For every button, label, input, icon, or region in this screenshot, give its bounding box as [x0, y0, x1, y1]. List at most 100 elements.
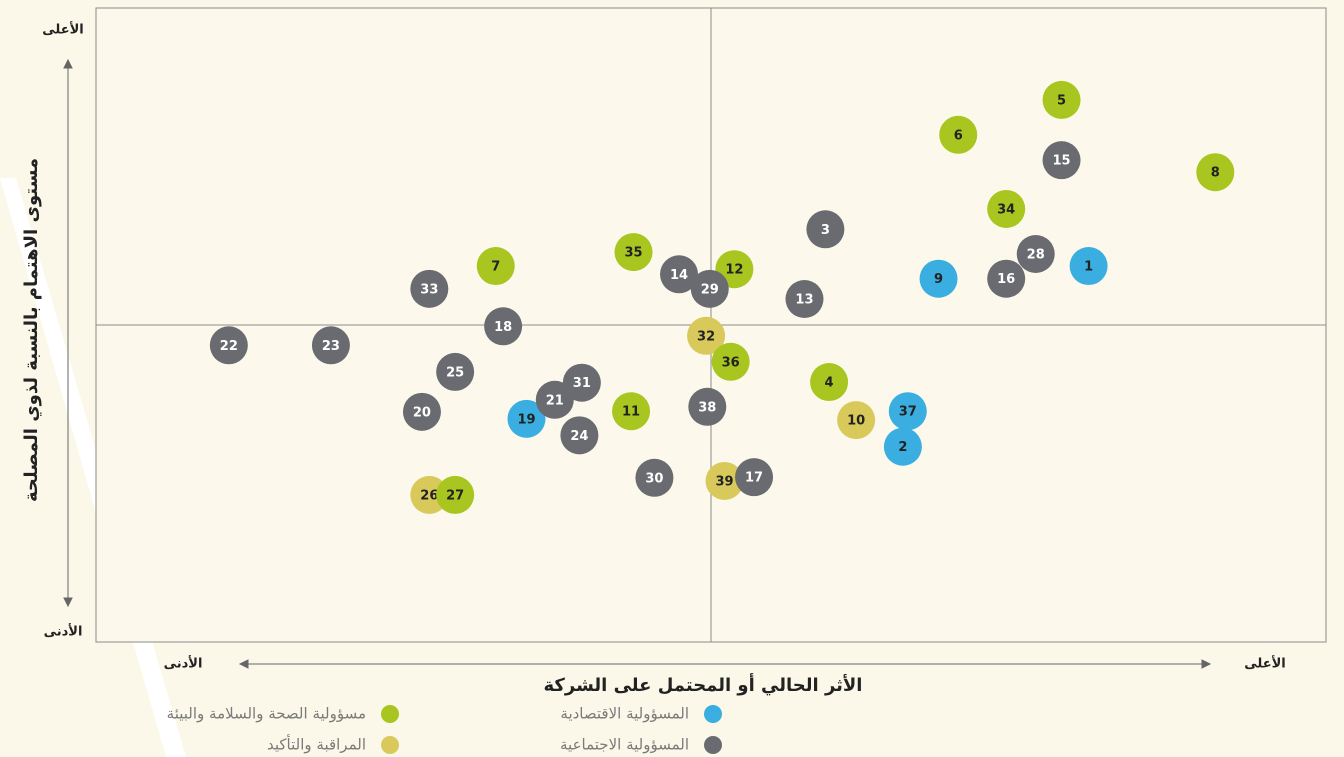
point-marker — [410, 269, 449, 308]
point-marker — [402, 392, 441, 431]
point: 15 — [1042, 141, 1081, 180]
point-label: 14 — [670, 268, 688, 283]
point-marker — [1069, 247, 1108, 286]
point: 18 — [484, 307, 523, 346]
point: 24 — [560, 416, 599, 455]
point-label: 9 — [934, 272, 943, 287]
point: 31 — [562, 363, 601, 402]
point: 22 — [209, 326, 248, 365]
point: 13 — [785, 280, 824, 319]
point-label: 31 — [573, 376, 591, 391]
point-marker — [987, 189, 1026, 228]
point-label: 29 — [701, 282, 719, 297]
point-marker — [837, 401, 876, 440]
point-marker — [436, 475, 475, 514]
point: 36 — [711, 342, 750, 381]
y-low-label: الأدنى — [44, 623, 83, 640]
point-marker — [209, 326, 248, 365]
point-label: 15 — [1053, 154, 1071, 169]
point-label: 13 — [795, 293, 813, 308]
point-marker — [535, 380, 574, 419]
point-label: 4 — [825, 376, 834, 391]
point: 28 — [1016, 234, 1055, 273]
point: 9 — [919, 259, 958, 298]
point: 32 — [687, 316, 726, 355]
point-marker — [660, 255, 699, 294]
x-low-label: الأدنى — [164, 655, 203, 672]
point: 29 — [690, 269, 729, 308]
point-marker — [883, 427, 922, 466]
point-marker — [735, 458, 774, 497]
point-marker — [1196, 153, 1235, 192]
point: 25 — [436, 352, 475, 391]
point: 5 — [1042, 80, 1081, 119]
point: 33 — [410, 269, 449, 308]
legend-label: مسؤولية الصحة والسلامة والبيئة — [167, 705, 366, 723]
x-axis-title: الأثر الحالي أو المحتمل على الشركة — [544, 673, 863, 696]
point-marker — [687, 316, 726, 355]
point-label: 7 — [491, 260, 500, 275]
point-label: 6 — [954, 128, 963, 143]
point-label: 33 — [420, 282, 438, 297]
point: 11 — [612, 392, 651, 431]
point: 19 — [507, 399, 546, 438]
point: 1 — [1069, 247, 1108, 286]
axis-arrows — [63, 58, 1212, 669]
point-label: 25 — [446, 365, 464, 380]
point-marker — [476, 247, 515, 286]
point: 34 — [987, 189, 1026, 228]
point: 3 — [806, 210, 845, 249]
point: 30 — [635, 458, 674, 497]
point-label: 8 — [1211, 166, 1220, 181]
legend-label: المسؤولية الاجتماعية — [560, 736, 689, 754]
point-label: 12 — [725, 263, 743, 278]
point-label: 3 — [821, 223, 830, 238]
legend-label: المراقبة والتأكيد — [267, 734, 366, 754]
legend-item: المراقبة والتأكيد — [267, 734, 399, 754]
point-marker — [919, 259, 958, 298]
legend-item: المسؤولية الاجتماعية — [560, 736, 722, 754]
point: 23 — [311, 326, 350, 365]
point-label: 18 — [494, 320, 512, 335]
point: 2 — [883, 427, 922, 466]
point-label: 17 — [745, 471, 763, 486]
legend-swatch — [704, 736, 722, 754]
point-marker — [888, 392, 927, 431]
legend-label: المسؤولية الاقتصادية — [560, 705, 689, 723]
point: 8 — [1196, 153, 1235, 192]
point-marker — [810, 363, 849, 402]
point-label: 24 — [570, 429, 588, 444]
point-label: 39 — [715, 474, 733, 489]
point-marker — [1042, 80, 1081, 119]
point-marker — [705, 461, 744, 500]
legend-swatch — [704, 705, 722, 723]
point-marker — [711, 342, 750, 381]
point: 14 — [660, 255, 699, 294]
point-label: 22 — [220, 339, 238, 354]
y-axis-title: مستوى الاهتمام بالنسبة لذوي المصلحة — [21, 158, 42, 502]
point: 17 — [735, 458, 774, 497]
point: 39 — [705, 461, 744, 500]
point-label: 10 — [847, 414, 865, 429]
point: 16 — [987, 259, 1026, 298]
point-marker — [612, 392, 651, 431]
point-marker — [507, 399, 546, 438]
point-marker — [690, 269, 729, 308]
y-high-label: الأعلى — [42, 21, 83, 38]
point: 6 — [939, 115, 978, 154]
point-marker — [785, 280, 824, 319]
point-label: 28 — [1027, 247, 1045, 262]
point-marker — [560, 416, 599, 455]
point-marker — [806, 210, 845, 249]
points: 1026323945678111227343536129193731314151… — [209, 80, 1235, 514]
point: 4 — [810, 363, 849, 402]
point-label: 34 — [997, 202, 1015, 217]
point: 21 — [535, 380, 574, 419]
legend-item: المسؤولية الاقتصادية — [560, 705, 722, 723]
point-marker — [1016, 234, 1055, 273]
point-label: 37 — [899, 405, 917, 420]
point-label: 21 — [546, 393, 564, 408]
x-high-label: الأعلى — [1244, 655, 1285, 672]
